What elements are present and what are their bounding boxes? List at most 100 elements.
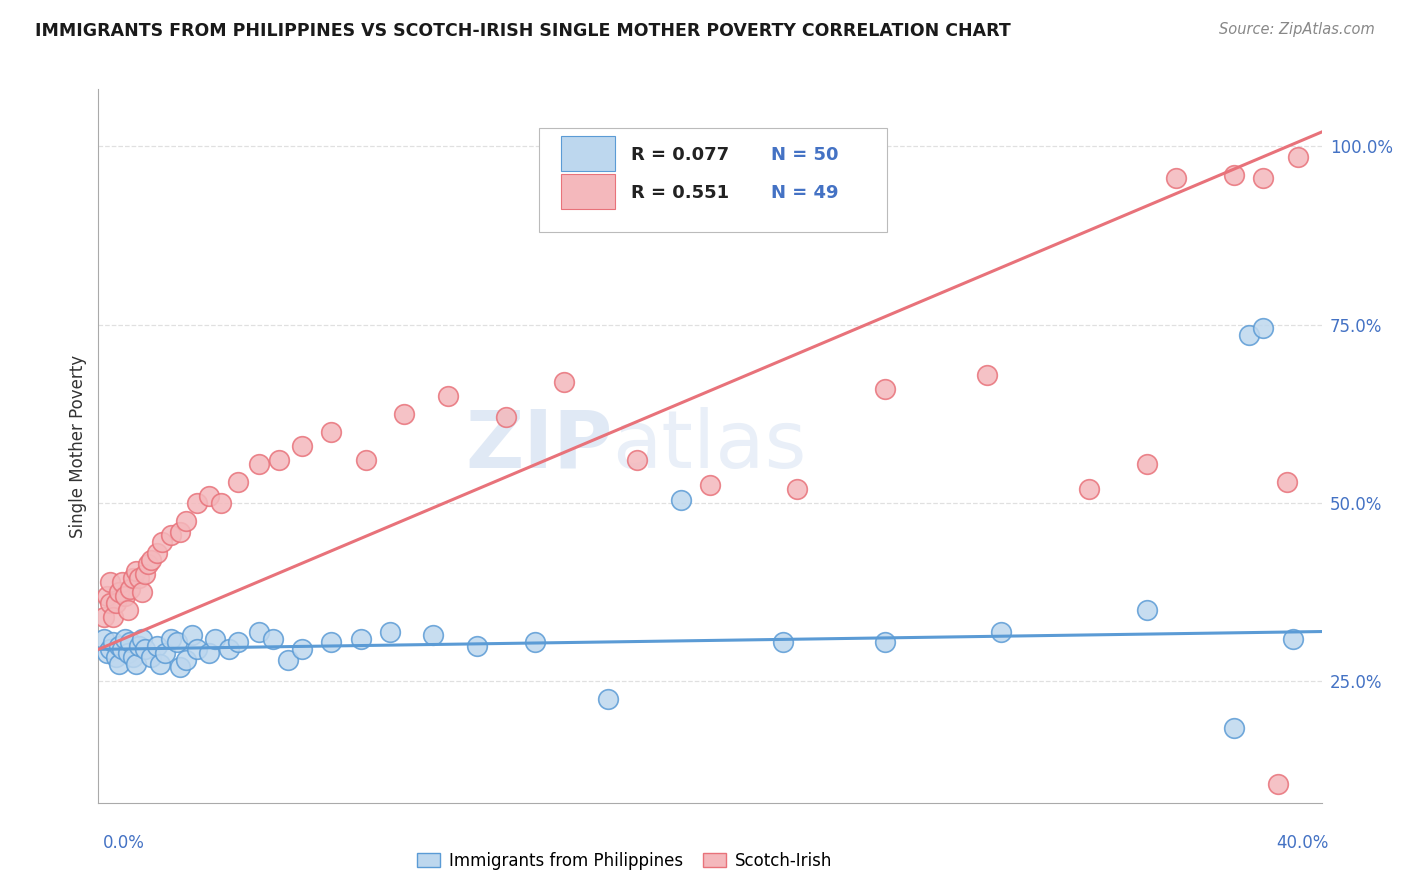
Point — [186, 496, 208, 510]
Point — [128, 639, 150, 653]
Point — [122, 649, 145, 664]
Point — [1077, 482, 1099, 496]
Point — [873, 635, 896, 649]
Point — [93, 632, 115, 646]
Point — [160, 528, 183, 542]
Point — [356, 453, 378, 467]
Point — [349, 632, 371, 646]
Point — [626, 453, 648, 467]
Text: N = 50: N = 50 — [772, 146, 839, 164]
Point — [422, 628, 444, 642]
Point — [524, 635, 547, 649]
Text: ZIP: ZIP — [465, 407, 612, 485]
Point — [226, 475, 249, 489]
Point — [169, 524, 191, 539]
Text: IMMIGRANTS FROM PHILIPPINES VS SCOTCH-IRISH SINGLE MOTHER POVERTY CORRELATION CH: IMMIGRANTS FROM PHILIPPINES VS SCOTCH-IR… — [35, 22, 1011, 40]
Point — [104, 649, 127, 664]
Point — [1286, 150, 1309, 164]
Point — [198, 646, 221, 660]
Point — [990, 624, 1012, 639]
Point — [209, 496, 232, 510]
Point — [267, 453, 290, 467]
Point — [1267, 776, 1289, 790]
Point — [186, 642, 208, 657]
Text: R = 0.077: R = 0.077 — [630, 146, 728, 164]
Point — [120, 635, 142, 649]
Legend: Immigrants from Philippines, Scotch-Irish: Immigrants from Philippines, Scotch-Iris… — [411, 846, 838, 877]
Point — [145, 546, 167, 560]
Point — [136, 557, 159, 571]
Point — [1223, 721, 1246, 735]
Point — [262, 632, 284, 646]
Point — [596, 692, 619, 706]
Point — [976, 368, 998, 382]
Point — [291, 642, 314, 657]
FancyBboxPatch shape — [561, 136, 614, 171]
Point — [1281, 632, 1303, 646]
FancyBboxPatch shape — [561, 174, 614, 209]
Point — [104, 596, 127, 610]
Point — [108, 585, 131, 599]
Text: 0.0%: 0.0% — [103, 834, 145, 852]
Point — [114, 589, 136, 603]
Point — [247, 457, 270, 471]
Point — [198, 489, 221, 503]
Point — [1223, 168, 1246, 182]
Point — [111, 642, 134, 657]
Point — [101, 635, 124, 649]
Point — [277, 653, 299, 667]
Point — [204, 632, 226, 646]
Point — [125, 564, 148, 578]
Point — [1136, 603, 1159, 617]
Point — [117, 646, 139, 660]
Point — [101, 610, 124, 624]
Text: N = 49: N = 49 — [772, 184, 839, 202]
Point — [772, 635, 794, 649]
Text: 40.0%: 40.0% — [1277, 834, 1329, 852]
Point — [117, 603, 139, 617]
Point — [1237, 328, 1260, 343]
Point — [169, 660, 191, 674]
Point — [873, 382, 896, 396]
Point — [553, 375, 575, 389]
Point — [226, 635, 249, 649]
Point — [139, 649, 162, 664]
Point — [321, 635, 343, 649]
Point — [152, 535, 174, 549]
Point — [98, 596, 121, 610]
Point — [128, 571, 150, 585]
Point — [437, 389, 460, 403]
Point — [1253, 171, 1275, 186]
Point — [131, 632, 153, 646]
Point — [114, 632, 136, 646]
Point — [495, 410, 517, 425]
Point — [120, 582, 142, 596]
Point — [699, 478, 721, 492]
Point — [218, 642, 240, 657]
Point — [96, 646, 118, 660]
Point — [145, 639, 167, 653]
Point — [96, 589, 118, 603]
Y-axis label: Single Mother Poverty: Single Mother Poverty — [69, 354, 87, 538]
Point — [669, 492, 692, 507]
Point — [321, 425, 343, 439]
Point — [160, 632, 183, 646]
Point — [93, 610, 115, 624]
Text: R = 0.551: R = 0.551 — [630, 184, 728, 202]
Point — [134, 642, 156, 657]
Point — [378, 624, 401, 639]
Point — [111, 574, 134, 589]
Point — [465, 639, 488, 653]
Point — [786, 482, 808, 496]
Point — [174, 653, 197, 667]
Text: atlas: atlas — [612, 407, 807, 485]
Point — [98, 574, 121, 589]
Point — [1136, 457, 1159, 471]
Point — [131, 585, 153, 599]
Point — [155, 646, 177, 660]
Point — [180, 628, 202, 642]
FancyBboxPatch shape — [538, 128, 887, 232]
Point — [247, 624, 270, 639]
Point — [108, 639, 131, 653]
Point — [149, 657, 172, 671]
